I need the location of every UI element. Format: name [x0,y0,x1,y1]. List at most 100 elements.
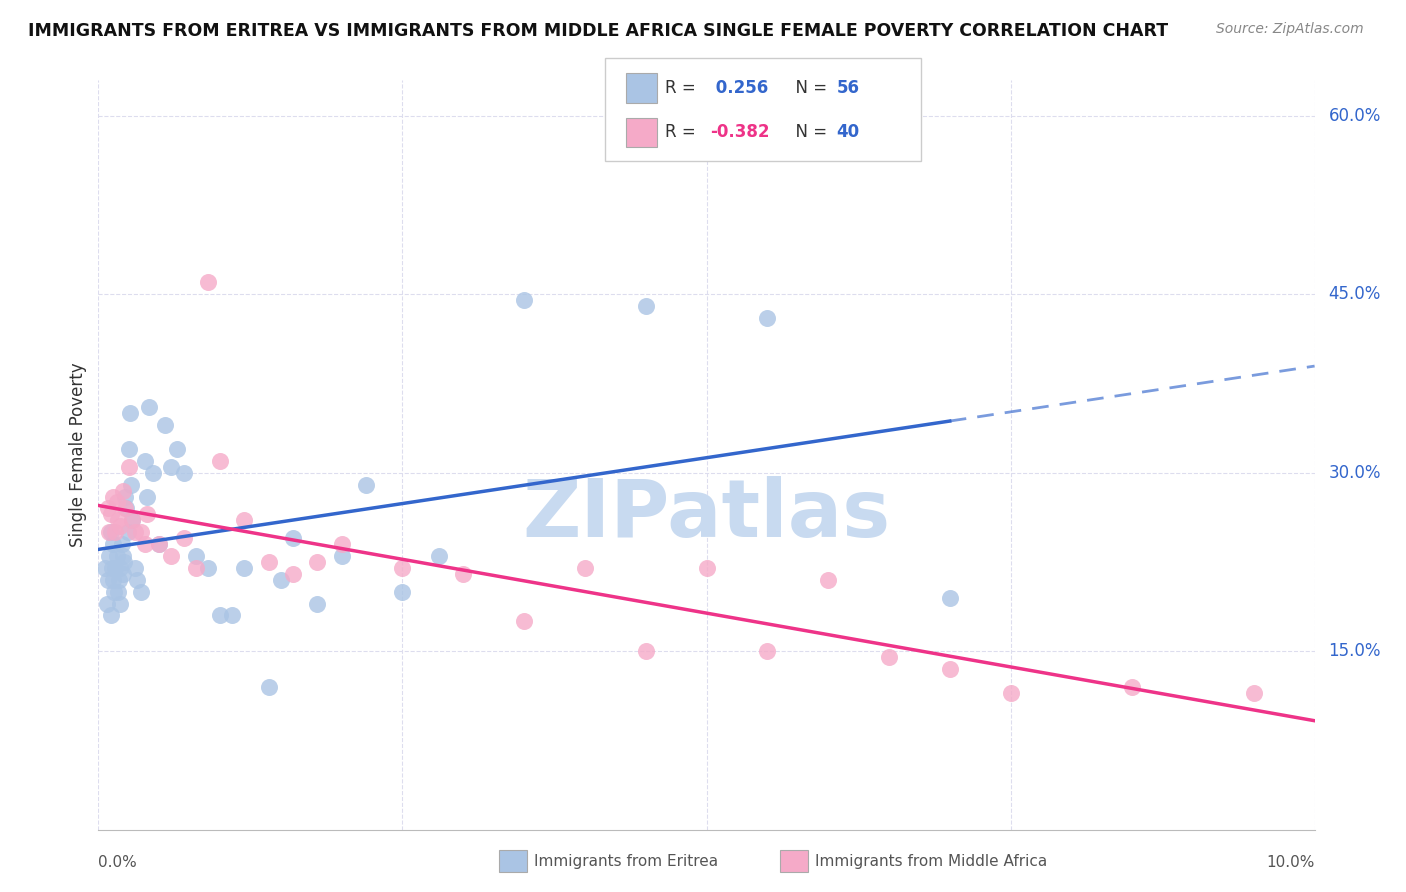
Point [1000,686,1022,700]
Point [127,573,149,587]
Point [105,495,128,509]
Point [129,525,152,540]
Text: R =: R = [665,123,702,142]
Point [209,454,232,468]
Point [160,459,183,474]
Point [121,513,143,527]
Y-axis label: Single Female Poverty: Single Female Poverty [69,363,87,547]
Point [307,597,329,611]
Text: Source: ZipAtlas.com: Source: ZipAtlas.com [1216,22,1364,37]
Point [97,573,120,587]
Point [939,591,962,605]
Point [134,537,156,551]
Point [110,519,132,533]
Text: IMMIGRANTS FROM ERITREA VS IMMIGRANTS FROM MIDDLE AFRICA SINGLE FEMALE POVERTY C: IMMIGRANTS FROM ERITREA VS IMMIGRANTS FR… [28,22,1168,40]
Point [166,442,188,456]
Point [221,608,243,623]
Point [124,561,146,575]
Point [112,555,135,569]
Point [391,561,413,575]
Point [257,555,280,569]
Point [114,490,136,504]
Point [756,311,779,326]
Point [634,644,657,658]
Point [120,477,142,491]
Point [98,525,121,540]
Point [136,490,159,504]
Text: 30.0%: 30.0% [1329,464,1381,482]
Point [111,566,134,581]
Point [105,549,128,563]
Point [104,525,127,540]
Point [513,615,536,629]
Point [939,662,962,676]
Point [281,566,304,581]
Point [103,584,125,599]
Point [107,513,129,527]
Point [100,508,122,522]
Point [634,299,657,313]
Point [173,531,195,545]
Text: 0.0%: 0.0% [98,855,138,870]
Point [136,508,159,522]
Text: Immigrants from Middle Africa: Immigrants from Middle Africa [815,855,1047,869]
Point [117,525,139,540]
Point [197,276,219,290]
Text: 0.256: 0.256 [710,78,768,97]
Point [118,459,141,474]
Point [110,561,132,575]
Text: N =: N = [785,123,832,142]
Point [257,680,280,694]
Point [209,608,232,623]
Text: R =: R = [665,78,702,97]
Point [101,537,124,551]
Point [307,555,329,569]
Point [1243,686,1265,700]
Text: Immigrants from Eritrea: Immigrants from Eritrea [534,855,718,869]
Point [330,537,353,551]
Point [391,584,413,599]
Point [100,525,122,540]
Point [101,490,124,504]
Point [100,608,122,623]
Point [107,584,129,599]
Point [877,650,900,665]
Point [104,561,127,575]
Point [111,483,134,498]
Point [114,501,136,516]
Point [97,501,120,516]
Point [354,477,377,491]
Text: 10.0%: 10.0% [1267,855,1315,870]
Text: 56: 56 [837,78,859,97]
Point [513,293,536,308]
Text: ZIPatlas: ZIPatlas [523,475,890,554]
Point [817,573,839,587]
Point [453,566,475,581]
Point [129,584,152,599]
Point [184,561,207,575]
Text: 15.0%: 15.0% [1329,642,1381,660]
Point [233,513,256,527]
Point [134,454,156,468]
Point [93,561,115,575]
Point [121,513,143,527]
Point [111,549,134,563]
Text: 45.0%: 45.0% [1329,285,1381,303]
Point [108,573,131,587]
Point [124,525,146,540]
Point [160,549,183,563]
Point [96,597,118,611]
Point [101,561,124,575]
Point [184,549,207,563]
Point [142,466,165,480]
Point [281,531,304,545]
Point [110,537,132,551]
Point [330,549,353,563]
Point [110,597,132,611]
Text: 40: 40 [837,123,859,142]
Point [118,406,141,420]
Point [118,442,141,456]
Point [98,549,121,563]
Point [270,573,292,587]
Point [148,537,170,551]
